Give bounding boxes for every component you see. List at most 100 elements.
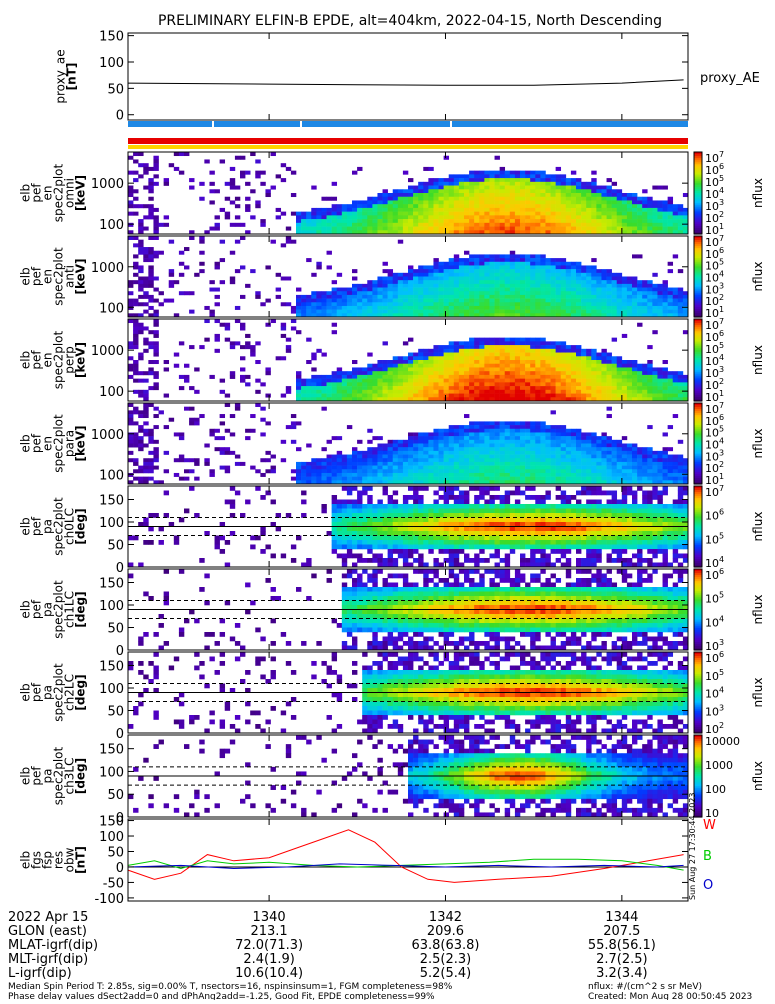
heatmap-cell (632, 451, 637, 455)
heatmap-cell (484, 288, 489, 292)
heatmap-cell (388, 299, 393, 303)
heatmap-cell (444, 477, 449, 481)
heatmap-cell (500, 186, 505, 190)
heatmap-cell (433, 291, 438, 295)
heatmap-cell (398, 356, 403, 360)
heatmap-cell (148, 197, 153, 201)
heatmap-cell (454, 425, 459, 429)
heatmap-cell (551, 310, 556, 314)
heatmap-cell (418, 436, 423, 440)
energy-panel-1 (128, 236, 688, 317)
heatmap-cell (250, 466, 255, 470)
heatmap-cell (464, 364, 469, 368)
heatmap-cell (657, 458, 662, 462)
heatmap-cell (449, 273, 454, 277)
heatmap-cell (352, 306, 357, 310)
heatmap-cell (148, 527, 153, 532)
heatmap-cell (428, 306, 433, 310)
heatmap-cell (377, 215, 382, 219)
heatmap-cell (551, 306, 556, 310)
heatmap-cell (581, 208, 586, 212)
heatmap-cell (245, 171, 250, 175)
colorbar-exponent: 2 (719, 460, 724, 469)
heatmap-cell (362, 469, 367, 473)
heatmap-cell (357, 299, 362, 303)
heatmap-cell (566, 360, 571, 364)
heatmap-cell (510, 306, 515, 310)
heatmap-cell (500, 219, 505, 223)
heatmap-cell (433, 360, 438, 364)
heatmap-cell (601, 447, 606, 451)
heatmap-cell (474, 171, 479, 175)
heatmap-cell (454, 215, 459, 219)
heatmap-cell (128, 536, 133, 541)
heatmap-cell (423, 265, 428, 269)
heatmap-cell (383, 302, 388, 306)
heatmap-cell (479, 394, 484, 398)
heatmap-cell (515, 174, 520, 178)
heatmap-cell (296, 469, 301, 473)
heatmap-cell (673, 208, 678, 212)
heatmap-cell (576, 473, 581, 477)
heatmap-cell (439, 299, 444, 303)
heatmap-cell (500, 215, 505, 219)
heatmap-cell (444, 432, 449, 436)
heatmap-cell (153, 375, 158, 379)
heatmap-cell (332, 197, 337, 201)
heatmap-cell (678, 227, 683, 231)
heatmap-cell (332, 466, 337, 470)
heatmap-cell (433, 273, 438, 277)
heatmap-cell (540, 436, 545, 440)
heatmap-cell (235, 197, 240, 201)
heatmap-cell (337, 375, 342, 379)
heatmap-cell (377, 360, 382, 364)
heatmap-cell (617, 469, 622, 473)
heatmap-cell (265, 299, 270, 303)
heatmap-cell (403, 382, 408, 386)
heatmap-cell (540, 302, 545, 306)
heatmap-cell (632, 386, 637, 390)
heatmap-cell (408, 215, 413, 219)
heatmap-cell (632, 223, 637, 227)
heatmap-cell (469, 440, 474, 444)
heatmap-cell (484, 171, 489, 175)
heatmap-cell (428, 447, 433, 451)
heatmap-cell (551, 371, 556, 375)
heatmap-cell (561, 291, 566, 295)
heatmap-cell (459, 280, 464, 284)
heatmap-cell (153, 466, 158, 470)
heatmap-cell (551, 269, 556, 273)
heatmap-cell (581, 360, 586, 364)
heatmap-cell (342, 386, 347, 390)
heatmap-cell (530, 280, 535, 284)
heatmap-cell (566, 310, 571, 314)
heatmap-cell (495, 429, 500, 433)
heatmap-cell (571, 371, 576, 375)
heatmap-cell (627, 215, 632, 219)
heatmap-cell (372, 227, 377, 231)
heatmap-cell (556, 258, 561, 262)
heatmap-cell (250, 545, 255, 550)
heatmap-cell (449, 440, 454, 444)
heatmap-cell (484, 462, 489, 466)
heatmap-cell (327, 251, 332, 255)
heatmap-cell (581, 212, 586, 216)
heatmap-cell (164, 491, 169, 496)
heatmap-cell (291, 440, 296, 444)
heatmap-cell (352, 291, 357, 295)
heatmap-cell (540, 371, 545, 375)
heatmap-cell (525, 466, 530, 470)
heatmap-cell (464, 382, 469, 386)
heatmap-cell (566, 302, 571, 306)
heatmap-cell (551, 223, 556, 227)
heatmap-cell (357, 227, 362, 231)
heatmap-cell (469, 425, 474, 429)
heatmap-cell (556, 295, 561, 299)
heatmap-cell (469, 182, 474, 186)
heatmap-cell (469, 371, 474, 375)
heatmap-cell (586, 208, 591, 212)
heatmap-cell (454, 473, 459, 477)
heatmap-cell (525, 455, 530, 459)
heatmap-cell (673, 212, 678, 216)
heatmap-cell (586, 360, 591, 364)
